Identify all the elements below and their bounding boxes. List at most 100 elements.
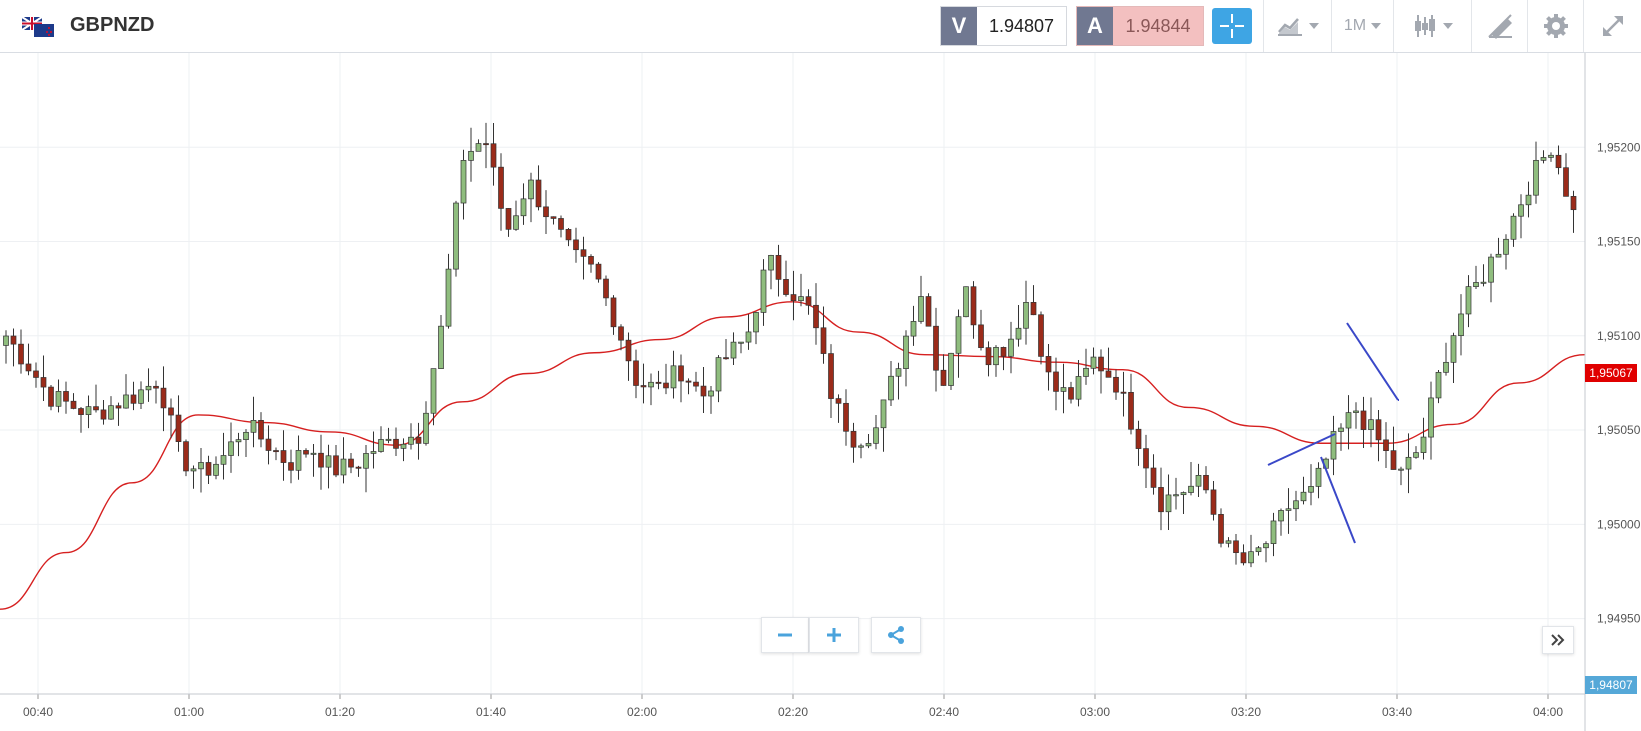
bearish-candle	[78, 408, 84, 415]
bearish-candle	[1218, 514, 1224, 544]
share-button[interactable]	[871, 617, 921, 653]
bullish-candle	[1458, 313, 1464, 337]
bullish-candle	[1060, 387, 1067, 392]
candle-type-button[interactable]	[1393, 0, 1471, 52]
scroll-to-latest-button[interactable]	[1542, 626, 1574, 654]
bullish-candle	[858, 445, 864, 448]
bearish-candle	[1038, 314, 1044, 357]
drawing-tools-button[interactable]	[1471, 0, 1527, 52]
bullish-candle	[1465, 286, 1472, 315]
bearish-candle	[1030, 302, 1037, 316]
timeframe-label: 1M	[1343, 17, 1367, 34]
bearish-candle	[970, 286, 977, 326]
settings-button[interactable]	[1527, 0, 1583, 52]
bearish-candle	[1120, 391, 1127, 394]
bullish-candle	[453, 202, 459, 270]
bullish-candle	[1435, 371, 1442, 399]
sell-label: V	[941, 7, 977, 45]
bullish-candle	[408, 436, 414, 445]
bearish-candle	[663, 382, 669, 389]
bullish-candle	[235, 439, 242, 443]
bearish-candle	[685, 380, 692, 383]
bearish-candle	[303, 450, 309, 455]
bearish-candle	[265, 438, 272, 451]
bearish-candle	[678, 365, 684, 382]
bearish-candle	[175, 414, 182, 442]
bullish-candle	[708, 390, 714, 397]
zoom-out-button[interactable]	[761, 617, 809, 653]
bullish-candle	[1368, 419, 1374, 430]
bearish-candle	[985, 347, 992, 366]
fullscreen-button[interactable]	[1583, 0, 1641, 52]
bearish-candle	[1113, 376, 1119, 393]
x-tick-label: 02:00	[627, 705, 657, 719]
x-tick-label: 04:00	[1533, 705, 1563, 719]
trendline[interactable]	[1267, 433, 1336, 466]
bearish-candle	[280, 450, 287, 463]
trendline[interactable]	[1320, 456, 1356, 544]
y-tick-label: 1,95200	[1597, 140, 1641, 154]
bullish-candle	[768, 254, 774, 271]
bullish-candle	[468, 150, 474, 161]
gear-icon	[1543, 14, 1568, 38]
bearish-candle	[1240, 552, 1247, 564]
bearish-candle	[1555, 154, 1562, 169]
double-chevron-right-icon	[1551, 634, 1565, 646]
plus-icon	[827, 628, 841, 642]
chart-type-button[interactable]	[1263, 0, 1331, 52]
bearish-candle	[805, 296, 812, 306]
bullish-candle	[1488, 256, 1494, 283]
zoom-in-button[interactable]	[809, 617, 859, 653]
bullish-candle	[378, 439, 384, 452]
timeframe-button[interactable]: 1M	[1331, 0, 1393, 52]
bullish-candle	[325, 455, 332, 468]
crosshair-button[interactable]	[1212, 8, 1252, 44]
bullish-candle	[1518, 204, 1524, 217]
bullish-candle	[1248, 551, 1254, 564]
bullish-candle	[190, 468, 197, 472]
bearish-candle	[775, 254, 782, 280]
bullish-candle	[798, 296, 804, 302]
bullish-candle	[1353, 410, 1359, 413]
bearish-candle	[1563, 167, 1569, 197]
bearish-candle	[100, 409, 107, 420]
bullish-candle	[1510, 215, 1517, 240]
bullish-candle	[123, 394, 129, 409]
bearish-candle	[205, 462, 212, 476]
bearish-candle	[288, 462, 294, 471]
bullish-candle	[198, 462, 204, 470]
bearish-candle	[655, 381, 662, 384]
bearish-candle	[588, 256, 594, 265]
bullish-candle	[220, 455, 227, 465]
bullish-candle	[55, 391, 62, 407]
bullish-candle	[670, 365, 677, 389]
bearish-candle	[640, 385, 647, 388]
drawn-trendlines[interactable]	[1267, 322, 1399, 544]
bullish-candle	[1270, 520, 1277, 544]
bullish-candle	[243, 431, 249, 440]
bearish-candle	[693, 381, 699, 387]
price-chart[interactable]: 1,94950 1,95000 1,95050 1,95100 1,95150 1,952…	[0, 53, 1641, 731]
bearish-candle	[415, 436, 422, 444]
buy-price-button[interactable]: A 1.94844	[1076, 6, 1204, 46]
bullish-candle	[1165, 494, 1172, 513]
bullish-candle	[385, 438, 392, 441]
bearish-candle	[1158, 487, 1164, 513]
trendline[interactable]	[1346, 322, 1399, 401]
minus-icon	[778, 633, 792, 637]
bearish-candle	[813, 304, 819, 329]
bearish-candle	[835, 398, 842, 404]
bullish-candle	[228, 441, 234, 456]
x-tick-label: 01:00	[174, 705, 204, 719]
bearish-candle	[505, 208, 512, 230]
sell-price-button[interactable]: V 1.94807	[940, 6, 1067, 46]
bearish-candle	[1135, 428, 1142, 449]
bearish-candle	[63, 391, 69, 402]
bearish-candle	[348, 458, 354, 468]
bullish-candle	[108, 405, 114, 420]
bullish-candle	[865, 442, 872, 447]
bullish-candle	[1330, 431, 1337, 460]
bullish-candle	[753, 312, 759, 333]
bearish-candle	[843, 402, 849, 432]
bullish-candle	[1548, 154, 1554, 158]
